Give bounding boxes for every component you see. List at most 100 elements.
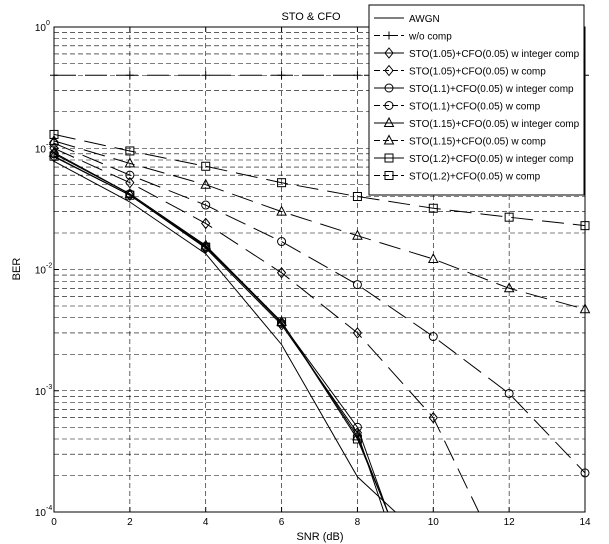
y-tick-exponent: -3 [46, 384, 52, 391]
data-point [125, 71, 134, 80]
data-point [276, 266, 287, 279]
data-point [428, 332, 438, 342]
legend-label: STO(1.15)+CFO(0.05) w integer comp [409, 119, 580, 130]
legend-entry: STO(1.15)+CFO(0.05) w comp [374, 134, 546, 148]
data-point [277, 71, 286, 80]
data-point [201, 161, 211, 171]
legend-label: w/o comp [408, 32, 452, 43]
legend-label: STO(1.1)+CFO(0.05) w comp [409, 102, 541, 113]
data-point [277, 178, 287, 188]
data-point [384, 153, 394, 163]
legend-label: STO(1.05)+CFO(0.05) w comp [409, 67, 546, 78]
data-point [352, 280, 362, 290]
data-point [200, 178, 212, 189]
y-tick-label: 10 -3 [35, 384, 52, 398]
data-point [504, 388, 514, 398]
y-tick-exponent: -1 [46, 141, 52, 148]
series-line [53, 155, 389, 513]
series-line [53, 142, 586, 474]
data-point [125, 190, 135, 200]
y-tick-mantissa: 10 [35, 266, 47, 277]
legend-label: STO(1.15)+CFO(0.05) w comp [409, 137, 546, 148]
data-point [125, 170, 135, 180]
data-point [384, 171, 394, 180]
series-line [53, 133, 586, 227]
x-tick-label: 0 [51, 517, 57, 528]
data-point [201, 71, 210, 80]
y-tick-label: 10 -1 [35, 141, 52, 155]
y-tick-exponent: -4 [46, 505, 52, 512]
legend-entry: STO(1.2)+CFO(0.05) w comp [374, 171, 541, 183]
chart-title: STO & CFO [281, 11, 341, 23]
legend-entry: STO(1.2)+CFO(0.05) w integer comp [374, 153, 574, 165]
x-tick-label: 2 [127, 517, 133, 528]
y-tick-mantissa: 10 [35, 23, 47, 34]
data-point [383, 134, 395, 145]
legend-label: STO(1.05)+CFO(0.05) w integer comp [409, 49, 580, 60]
legend-label: STO(1.2)+CFO(0.05) w integer comp [409, 154, 574, 165]
data-point [384, 101, 394, 110]
y-tick-mantissa: 10 [35, 387, 47, 398]
data-point [353, 71, 362, 80]
x-tick-label: 8 [355, 517, 361, 528]
y-tick-label: 10 0 [35, 20, 50, 34]
legend-entry: STO(1.1)+CFO(0.05) w comp [374, 101, 541, 113]
data-point [201, 200, 211, 210]
legend-entry: AWGN [374, 14, 440, 25]
data-point [276, 205, 287, 216]
legend-entry: STO(1.15)+CFO(0.05) w integer comp [374, 116, 580, 130]
legend-entry: STO(1.05)+CFO(0.05) w integer comp [374, 47, 580, 60]
x-tick-label: 6 [279, 517, 285, 528]
data-point [352, 229, 363, 240]
legend-entry: STO(1.1)+CFO(0.05) w integer comp [374, 83, 574, 95]
data-point [201, 217, 211, 230]
data-point [503, 282, 515, 293]
legend-label: STO(1.1)+CFO(0.05) w integer comp [409, 84, 574, 95]
data-point [277, 317, 287, 327]
series-line [53, 152, 389, 513]
data-point [124, 187, 136, 198]
data-point [125, 176, 135, 189]
series-layer [48, 71, 591, 513]
series-line [53, 147, 480, 513]
y-tick-mantissa: 10 [35, 508, 47, 519]
data-point [428, 411, 438, 424]
legend-entry: STO(1.05)+CFO(0.05) w comp [374, 64, 546, 78]
legend-box [368, 4, 585, 196]
data-point [427, 252, 439, 264]
legend-entry: w/o comp [374, 31, 452, 43]
legend: AWGN w/o comp STO(1.05)+CFO(0.05) w intege… [368, 4, 585, 196]
legend-label: AWGN [409, 14, 440, 25]
x-tick-label: 12 [504, 517, 516, 528]
data-point [352, 192, 362, 202]
y-tick-exponent: 0 [46, 20, 50, 27]
series-line [53, 140, 586, 310]
data-point [384, 47, 394, 59]
data-point [124, 157, 136, 168]
x-tick-label: 4 [203, 517, 209, 528]
y-tick-label: 10 -2 [35, 263, 52, 277]
series-0 [53, 160, 396, 513]
data-point [200, 239, 212, 250]
data-point [352, 327, 363, 339]
y-axis-label: BER [11, 258, 23, 281]
y-tick-label: 10 -4 [35, 505, 52, 519]
data-point [385, 31, 393, 40]
y-tick-exponent: -2 [46, 263, 52, 270]
data-point [504, 212, 514, 222]
data-point [352, 434, 362, 444]
data-point [428, 203, 438, 213]
data-point [384, 64, 394, 77]
data-point [201, 242, 211, 252]
legend-label: STO(1.2)+CFO(0.05) w comp [409, 172, 541, 183]
data-point [125, 146, 135, 156]
x-tick-label: 14 [579, 517, 591, 528]
x-tick-label: 10 [428, 517, 440, 528]
y-tick-mantissa: 10 [35, 144, 47, 155]
data-point [384, 83, 394, 93]
x-tick-labels: 0 2 4 6 8 10 12 14 [51, 517, 591, 528]
data-point [276, 318, 287, 331]
series-line [53, 160, 396, 513]
